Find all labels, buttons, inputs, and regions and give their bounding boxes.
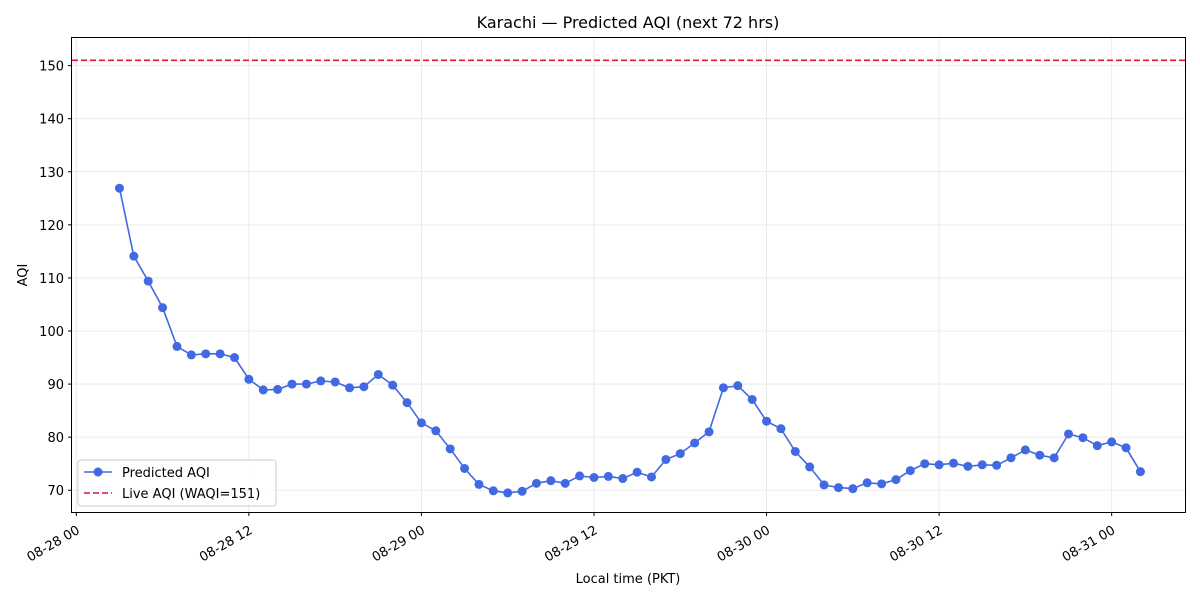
predicted-aqi-point [963, 461, 973, 471]
predicted-aqi-point [934, 460, 944, 470]
predicted-aqi-point [920, 459, 930, 469]
predicted-aqi-point [1035, 450, 1045, 460]
legend: Predicted AQI Live AQI (WAQI=151) [77, 459, 277, 507]
predicted-aqi-point [287, 379, 297, 389]
chart-title: Karachi — Predicted AQI (next 72 hrs) [477, 13, 780, 32]
predicted-aqi-point [575, 471, 585, 481]
predicted-aqi-point [1020, 445, 1030, 455]
predicted-aqi-point [474, 479, 484, 489]
predicted-aqi-point [402, 398, 412, 408]
y-tick-label: 80 [47, 431, 64, 446]
predicted-aqi-point [158, 303, 168, 313]
y-tick-label: 150 [39, 60, 64, 75]
y-tick-label: 100 [39, 325, 64, 340]
predicted-aqi-point [848, 484, 858, 494]
predicted-aqi-point [201, 349, 211, 359]
predicted-aqi-point [948, 458, 958, 468]
predicted-aqi-point [805, 462, 815, 472]
y-tick-label: 110 [39, 272, 64, 287]
predicted-aqi-point [215, 349, 225, 359]
predicted-aqi-point [1078, 433, 1088, 443]
y-tick-label: 90 [47, 378, 64, 393]
predicted-aqi-point [517, 486, 527, 496]
predicted-aqi-point [877, 479, 887, 489]
predicted-aqi-point [546, 476, 556, 486]
predicted-aqi-point [143, 276, 153, 286]
predicted-aqi-point [531, 478, 541, 488]
series-layer [114, 183, 1145, 498]
predicted-aqi-point [186, 350, 196, 360]
predicted-aqi-point [661, 454, 671, 464]
predicted-aqi-point [618, 474, 628, 484]
predicted-aqi-point [790, 446, 800, 456]
predicted-aqi-point [416, 418, 426, 428]
predicted-aqi-point [114, 183, 124, 193]
predicted-aqi-point [977, 460, 987, 470]
predicted-aqi-point [776, 424, 786, 434]
predicted-aqi-point [905, 466, 915, 476]
grid [72, 38, 1185, 512]
predicted-aqi-point [345, 383, 355, 393]
plot-frame [71, 37, 1186, 513]
predicted-aqi-point [460, 463, 470, 473]
predicted-aqi-point [747, 394, 757, 404]
predicted-aqi-point [762, 416, 772, 426]
y-tick-label: 120 [39, 219, 64, 234]
predicted-aqi-point [1121, 443, 1131, 453]
predicted-aqi-point [431, 426, 441, 436]
predicted-aqi-point [862, 478, 872, 488]
predicted-aqi-point [359, 382, 369, 392]
predicted-aqi-point [488, 486, 498, 496]
predicted-aqi-point [503, 488, 513, 498]
predicted-aqi-point [445, 444, 455, 454]
predicted-aqi-point [733, 381, 743, 391]
legend-live-label: Live AQI (WAQI=151) [122, 487, 260, 502]
predicted-aqi-point [229, 353, 239, 363]
predicted-aqi-point [718, 383, 728, 393]
predicted-aqi-point [316, 376, 326, 386]
predicted-aqi-point [301, 379, 311, 389]
predicted-aqi-point [891, 475, 901, 485]
predicted-aqi-point [675, 449, 685, 459]
predicted-aqi-point [603, 471, 613, 481]
predicted-aqi-point [388, 380, 398, 390]
predicted-aqi-point [1064, 429, 1074, 439]
predicted-aqi-point [690, 438, 700, 448]
predicted-aqi-point [647, 472, 657, 482]
predicted-aqi-point [819, 480, 829, 490]
legend-box [77, 459, 277, 507]
predicted-aqi-point [833, 483, 843, 493]
predicted-aqi-point [273, 384, 283, 394]
predicted-aqi-point [992, 460, 1002, 470]
predicted-aqi-point [244, 374, 254, 384]
legend-predicted-label: Predicted AQI [122, 466, 210, 481]
y-tick-label: 130 [39, 166, 64, 181]
predicted-aqi-point [1092, 441, 1102, 451]
y-axis-label: AQI [16, 264, 31, 287]
legend-predicted-marker [93, 467, 103, 477]
predicted-aqi-point [1107, 437, 1117, 447]
predicted-aqi-point [129, 251, 139, 261]
predicted-aqi-point [704, 427, 714, 437]
predicted-aqi-point [1006, 453, 1016, 463]
predicted-aqi-point [560, 478, 570, 488]
predicted-aqi-point [1049, 453, 1059, 463]
predicted-aqi-point [589, 472, 599, 482]
predicted-aqi-point [1135, 467, 1145, 477]
predicted-aqi-point [172, 341, 182, 351]
predicted-aqi-point [373, 370, 383, 380]
x-axis-label: Local time (PKT) [576, 572, 681, 587]
predicted-aqi-point [632, 467, 642, 477]
predicted-aqi-point [330, 377, 340, 387]
y-tick-label: 140 [39, 113, 64, 128]
predicted-aqi-point [258, 385, 268, 395]
y-tick-label: 70 [47, 484, 64, 499]
